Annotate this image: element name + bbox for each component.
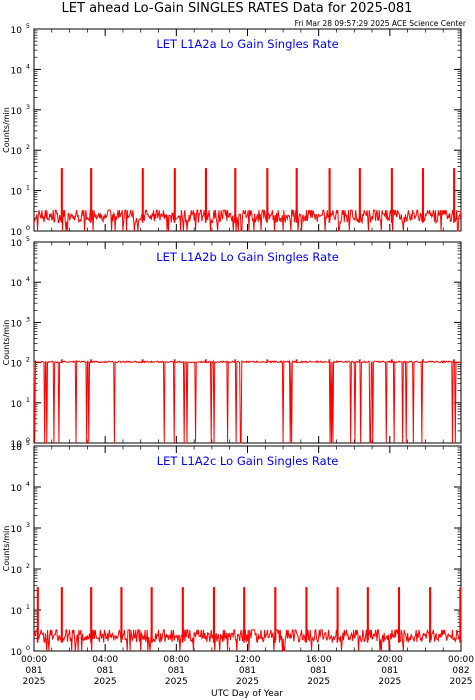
y-tick-label: 10 xyxy=(11,484,23,494)
plot-frame xyxy=(33,28,462,232)
series-line xyxy=(33,629,462,652)
y-tick-label: 10 xyxy=(11,525,23,535)
x-tick-label: 00:00 xyxy=(448,655,474,665)
y-tick-label: 10 xyxy=(11,648,23,658)
x-tick-label: 20:00 xyxy=(377,655,403,665)
y-tick-exponent: 0 xyxy=(26,436,30,444)
figure-title: LET ahead Lo-Gain SINGLES RATES Data for… xyxy=(62,1,413,16)
x-tick-label: 00:00 xyxy=(21,655,47,665)
y-tick-exponent: 2 xyxy=(26,143,30,151)
x-tick-label: 2025 xyxy=(23,677,46,687)
y-tick-label: 10 xyxy=(11,279,23,289)
y-tick-label: 10 xyxy=(11,319,23,329)
x-tick-label: 081 xyxy=(168,666,185,676)
x-tick-label: 2025 xyxy=(450,677,473,687)
plot-frame xyxy=(33,241,462,444)
x-tick-label: 081 xyxy=(25,666,42,676)
x-tick-label: 2025 xyxy=(165,677,188,687)
x-tick-label: 082 xyxy=(452,666,469,676)
y-tick-exponent: 3 xyxy=(26,315,30,323)
y-tick-exponent: 4 xyxy=(26,480,30,488)
x-tick-label: 2025 xyxy=(378,677,401,687)
y-axis-label: Counts/min xyxy=(2,107,11,153)
x-tick-label: 16:00 xyxy=(306,655,332,665)
y-tick-exponent: 4 xyxy=(26,275,30,283)
y-axis-label: Counts/min xyxy=(2,320,11,366)
series-line xyxy=(33,359,462,444)
y-tick-exponent: 0 xyxy=(26,644,30,652)
y-tick-exponent: 0 xyxy=(26,224,30,232)
y-tick-label: 10 xyxy=(11,440,23,450)
y-axis-label: Counts/min xyxy=(2,526,11,572)
x-tick-label: 2025 xyxy=(307,677,330,687)
y-tick-exponent: 3 xyxy=(26,103,30,111)
y-tick-exponent: 1 xyxy=(26,396,30,404)
y-tick-label: 10 xyxy=(11,228,23,238)
y-tick-exponent: 2 xyxy=(26,356,30,364)
plot-frame xyxy=(33,445,462,652)
x-tick-label: 081 xyxy=(310,666,327,676)
y-tick-label: 10 xyxy=(11,360,23,370)
panel-title: LET L1A2b Lo Gain Singles Rate xyxy=(156,250,339,264)
y-tick-exponent: 3 xyxy=(26,521,30,529)
panel-title: LET L1A2c Lo Gain Singles Rate xyxy=(157,454,339,468)
y-tick-label: 10 xyxy=(11,26,23,36)
y-tick-label: 10 xyxy=(11,566,23,576)
y-tick-label: 10 xyxy=(11,607,23,617)
y-tick-label: 10 xyxy=(11,188,23,198)
y-tick-exponent: 1 xyxy=(26,603,30,611)
y-tick-label: 10 xyxy=(11,66,23,76)
series-line xyxy=(33,209,462,232)
y-tick-exponent: 4 xyxy=(26,62,30,70)
y-tick-label: 10 xyxy=(11,443,23,453)
y-tick-exponent: 5 xyxy=(26,439,30,447)
x-tick-label: 04:00 xyxy=(92,655,118,665)
y-tick-label: 10 xyxy=(11,147,23,157)
x-tick-label: 12:00 xyxy=(235,655,261,665)
y-tick-exponent: 1 xyxy=(26,184,30,192)
y-tick-exponent: 2 xyxy=(26,562,30,570)
x-axis-label: UTC Day of Year xyxy=(211,689,283,699)
y-tick-label: 10 xyxy=(11,400,23,410)
x-tick-label: 081 xyxy=(239,666,256,676)
y-tick-label: 10 xyxy=(11,239,23,249)
x-tick-label: 2025 xyxy=(236,677,259,687)
y-tick-exponent: 5 xyxy=(26,22,30,30)
x-tick-label: 2025 xyxy=(94,677,117,687)
x-tick-label: 08:00 xyxy=(163,655,189,665)
x-tick-label: 081 xyxy=(381,666,398,676)
y-tick-label: 10 xyxy=(11,107,23,117)
y-tick-exponent: 5 xyxy=(26,235,30,243)
panel-title: LET L1A2a Lo Gain Singles Rate xyxy=(156,37,338,51)
x-tick-label: 081 xyxy=(97,666,114,676)
timestamp: Fri Mar 28 09:57:29 2025 ACE Science Cen… xyxy=(295,19,467,28)
